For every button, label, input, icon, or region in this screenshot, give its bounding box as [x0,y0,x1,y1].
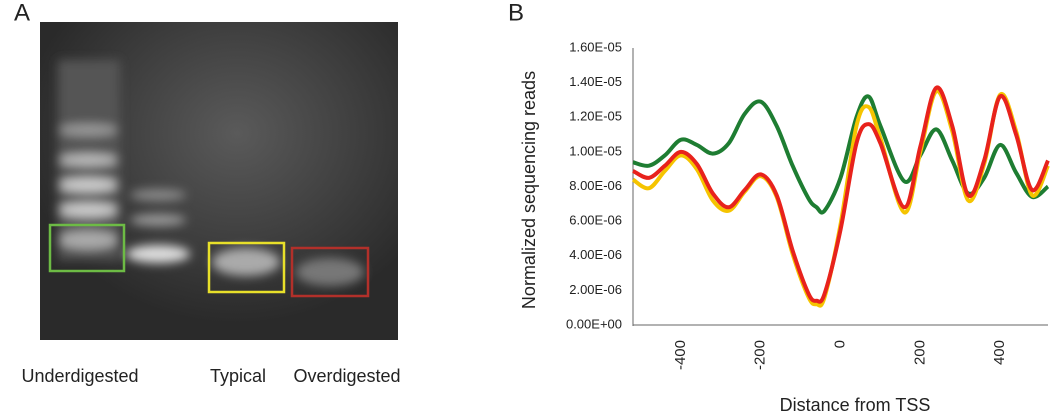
x-tick-label: -200 [752,340,769,370]
data-line [631,89,1050,308]
y-tick-label: 6.00E-06 [569,213,622,228]
x-tick-label: 0 [831,340,848,348]
lane-label: Overdigested [293,366,400,386]
y-tick-label: 2.00E-06 [569,282,622,297]
y-tick-label: 0.00E+00 [566,316,622,331]
x-tick-label: 400 [991,340,1008,365]
y-tick-label: 1.60E-05 [569,39,622,54]
y-tick-label: 4.00E-06 [569,247,622,262]
gel-image [40,22,398,340]
y-tick-label: 8.00E-06 [569,178,622,193]
data-line [632,85,1050,304]
y-tick-label: 1.20E-05 [569,109,622,124]
panel-label: A [14,0,30,26]
lane-label: Typical [210,366,266,386]
x-tick-label: 200 [911,340,928,365]
y-tick-label: 1.00E-05 [569,143,622,158]
x-tick-label: -400 [672,340,689,370]
lane-label: Underdigested [21,366,138,386]
y-axis-label: Normalized sequencing reads [519,71,539,309]
y-tick-label: 1.40E-05 [569,74,622,89]
panel-label: B [508,0,524,26]
x-axis-label: Distance from TSS [780,395,931,414]
